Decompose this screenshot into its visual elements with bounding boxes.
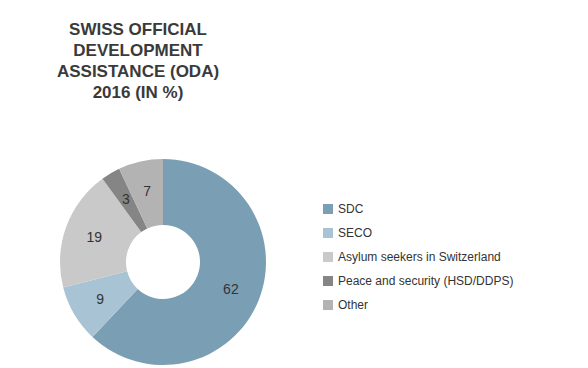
svg-text:7: 7 [143, 183, 151, 199]
svg-text:Other: Other [338, 298, 368, 312]
svg-text:ASSISTANCE (ODA): ASSISTANCE (ODA) [57, 62, 219, 81]
svg-text:2016 (IN %): 2016 (IN %) [93, 83, 184, 102]
svg-text:Peace and security (HSD/DDPS): Peace and security (HSD/DDPS) [338, 274, 513, 288]
svg-text:SDC: SDC [338, 202, 364, 216]
svg-text:3: 3 [122, 191, 130, 207]
svg-text:62: 62 [223, 281, 239, 297]
svg-text:DEVELOPMENT: DEVELOPMENT [73, 41, 203, 60]
svg-text:19: 19 [87, 229, 103, 245]
svg-text:SWISS OFFICIAL: SWISS OFFICIAL [69, 20, 207, 39]
svg-text:SECO: SECO [338, 226, 372, 240]
svg-text:Asylum seekers in Switzerland: Asylum seekers in Switzerland [338, 250, 501, 264]
svg-text:9: 9 [96, 291, 104, 307]
